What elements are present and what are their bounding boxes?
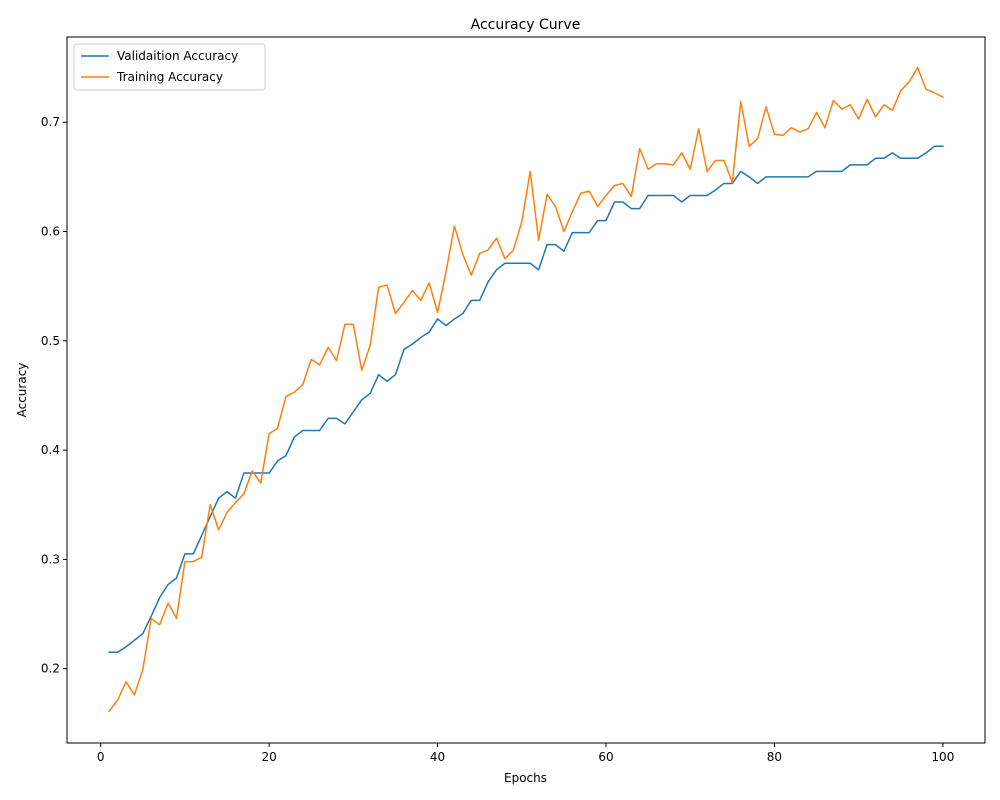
x-tick-label: 20 [261,750,276,764]
y-tick-label: 0.5 [41,334,60,348]
legend-label-training: Training Accuracy [116,70,223,84]
series-line-validation [108,145,944,654]
legend: Validaition Accuracy Training Accuracy [73,43,266,91]
y-tick-label: 0.4 [41,443,60,457]
plot-area [108,66,944,713]
series-line-training [108,66,944,713]
legend-box [73,43,266,91]
y-axis-label: Accuracy [15,363,29,418]
legend-label-validation: Validaition Accuracy [117,49,238,63]
x-axis: 0 20 40 60 80 100 [97,743,954,764]
y-tick-label: 0.2 [41,662,60,676]
y-axis: 0.2 0.3 0.4 0.5 0.6 0.7 [41,115,67,676]
y-tick-label: 0.3 [41,552,60,566]
x-axis-label: Epochs [504,771,547,785]
x-tick-label: 60 [598,750,613,764]
x-tick-label: 40 [430,750,445,764]
y-tick-label: 0.7 [41,115,60,129]
x-tick-label: 0 [97,750,105,764]
y-tick-label: 0.6 [41,225,60,239]
x-tick-label: 100 [931,750,954,764]
x-tick-label: 80 [767,750,782,764]
chart-title: Accuracy Curve [471,17,581,33]
plot-frame [66,36,986,744]
